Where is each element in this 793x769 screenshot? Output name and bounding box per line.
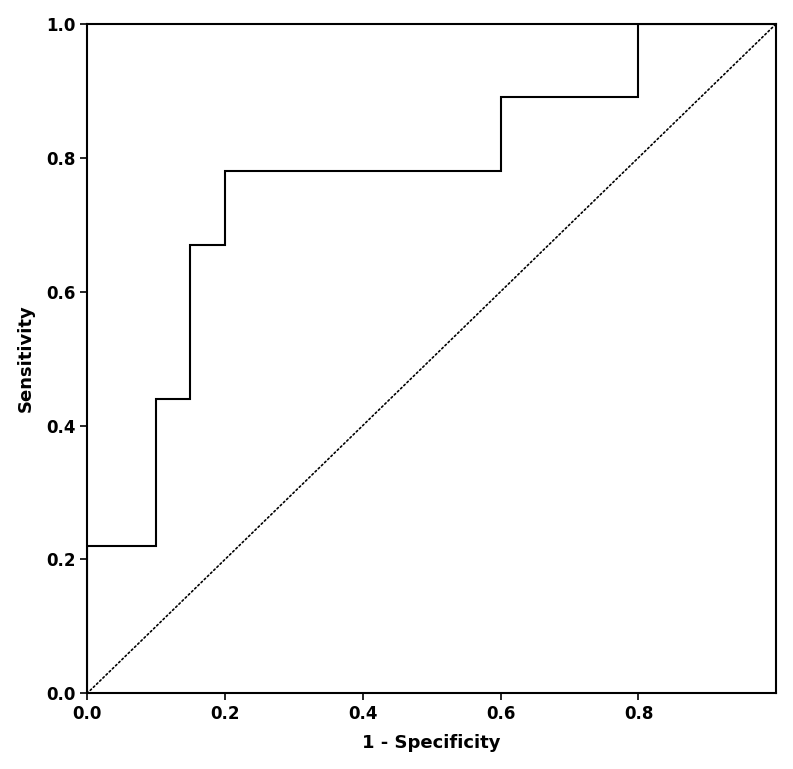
X-axis label: 1 - Specificity: 1 - Specificity [362, 734, 501, 752]
Y-axis label: Sensitivity: Sensitivity [17, 305, 35, 412]
